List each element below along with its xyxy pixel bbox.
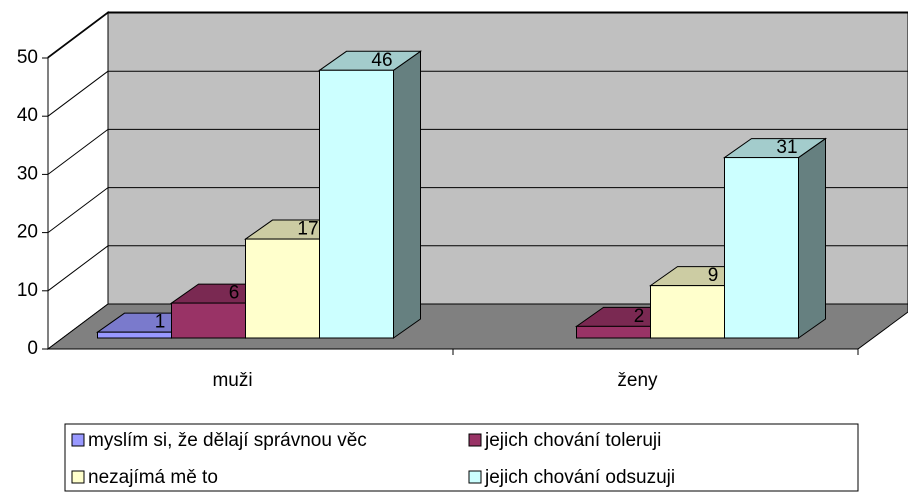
bar <box>97 331 172 339</box>
value-label: 46 <box>371 50 392 71</box>
x-tick-label: ženy <box>617 370 658 391</box>
grid-line <box>47 245 109 292</box>
y-tick-label: 40 <box>17 105 38 126</box>
legend <box>64 423 859 492</box>
y-tick-label: 20 <box>17 222 38 243</box>
y-tick-label: 30 <box>17 163 38 184</box>
grid-line <box>47 187 109 234</box>
legend-label: jejich chování odsuzuji <box>484 467 675 488</box>
legend-swatch <box>71 470 85 484</box>
legend-swatch <box>468 470 482 484</box>
bar <box>650 285 725 339</box>
bar <box>171 302 246 339</box>
value-label: 17 <box>297 219 318 240</box>
x-tick-label: muži <box>212 370 252 391</box>
legend-label: myslím si, že dělají správnou věc <box>88 430 367 451</box>
grid-line <box>47 128 109 175</box>
value-label: 2 <box>634 306 645 327</box>
bar <box>724 157 799 339</box>
legend-swatch <box>71 433 85 447</box>
value-label: 9 <box>708 265 719 286</box>
side-wall <box>47 11 109 350</box>
y-tick-label: 50 <box>17 47 38 68</box>
bar <box>245 238 320 339</box>
value-label: 6 <box>229 283 240 304</box>
value-label: 1 <box>155 312 166 333</box>
bar-side <box>393 50 421 339</box>
bar <box>319 69 394 339</box>
legend-swatch <box>468 433 482 447</box>
legend-label: nezajímá mě to <box>88 467 218 488</box>
grid-line <box>47 70 109 117</box>
grid-line <box>47 12 109 59</box>
bar <box>576 325 651 339</box>
y-tick-label: 0 <box>27 338 38 359</box>
legend-label: jejich chování toleruji <box>484 430 661 451</box>
y-tick-label: 10 <box>17 280 38 301</box>
bar-side <box>798 137 826 339</box>
value-label: 31 <box>776 137 797 158</box>
